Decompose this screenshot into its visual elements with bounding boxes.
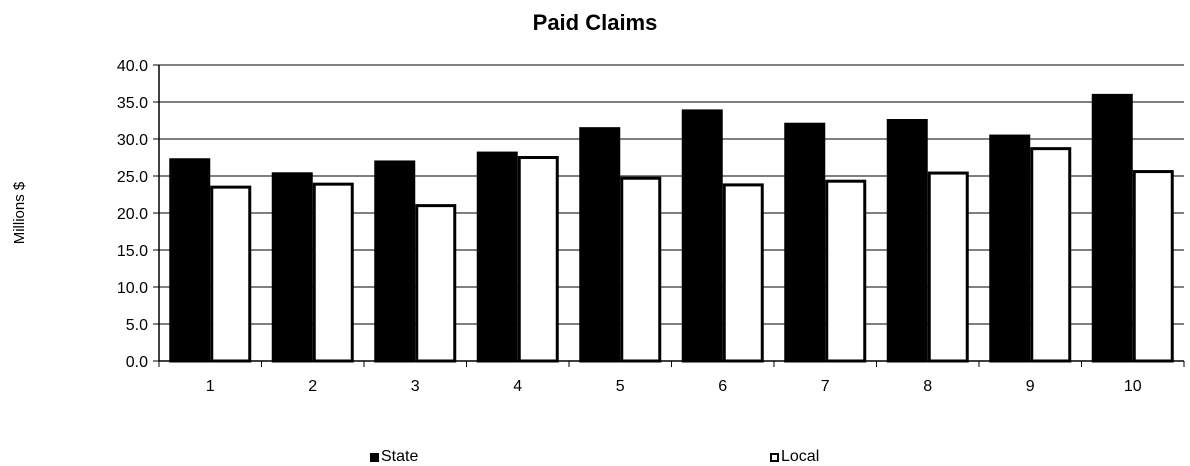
legend-item-local: Local [770, 448, 819, 466]
y-tick-label: 30.0 [117, 132, 148, 149]
bar-local-9 [1030, 147, 1072, 363]
x-tick-label: 8 [923, 378, 932, 395]
bar-local-5 [620, 176, 662, 363]
y-tick-label: 40.0 [117, 58, 148, 75]
bar-state-9 [989, 134, 1031, 363]
x-tick-labels: 1 2 3 4 5 6 7 8 9 10 [206, 378, 1142, 395]
legend-swatch-state [370, 452, 379, 462]
legend-item-state: State [370, 448, 418, 466]
bar-state-10 [1091, 93, 1133, 363]
y-tick-label: 35.0 [117, 95, 148, 112]
y-tick-label: 25.0 [117, 169, 148, 186]
y-tick-label: 20.0 [117, 206, 148, 223]
chart-title: Paid Claims [532, 10, 658, 35]
legend-swatch-local [770, 452, 779, 462]
bars [169, 93, 1174, 363]
y-tick-label: 10.0 [117, 280, 148, 297]
bar-local-8 [927, 171, 969, 363]
bar-local-6 [722, 183, 764, 363]
y-tick-label: 15.0 [117, 243, 148, 260]
x-tick-label: 10 [1124, 378, 1142, 395]
bar-local-10 [1132, 170, 1174, 363]
x-tick-label: 9 [1026, 378, 1035, 395]
x-tick-label: 7 [821, 378, 830, 395]
legend-label-local: Local [781, 448, 820, 465]
y-tick-label: 5.0 [126, 317, 148, 334]
bar-state-8 [886, 119, 928, 363]
axes [153, 64, 1185, 367]
y-axis-title: Millions $ [11, 181, 28, 244]
x-tick-label: 2 [308, 378, 317, 395]
bar-local-1 [210, 185, 252, 363]
x-tick-label: 6 [718, 378, 727, 395]
bar-local-2 [312, 182, 354, 363]
bar-local-3 [415, 204, 457, 363]
y-tick-labels: 0.0 5.0 10.0 15.0 20.0 25.0 30.0 35.0 40.0 [117, 58, 148, 371]
x-tick-label: 3 [411, 378, 420, 395]
x-tick-label: 5 [616, 378, 625, 395]
bar-state-6 [681, 109, 723, 363]
bar-state-4 [476, 151, 518, 363]
bar-state-7 [784, 122, 826, 363]
bar-state-1 [169, 158, 211, 363]
bar-local-7 [825, 179, 867, 363]
bar-state-3 [374, 160, 416, 363]
y-tick-label: 0.0 [126, 354, 148, 371]
legend-label-state: State [381, 448, 419, 465]
x-tick-label: 1 [206, 378, 215, 395]
bar-local-4 [517, 156, 559, 363]
bar-state-2 [271, 172, 313, 363]
x-tick-label: 4 [513, 378, 522, 395]
bar-state-5 [579, 127, 621, 363]
